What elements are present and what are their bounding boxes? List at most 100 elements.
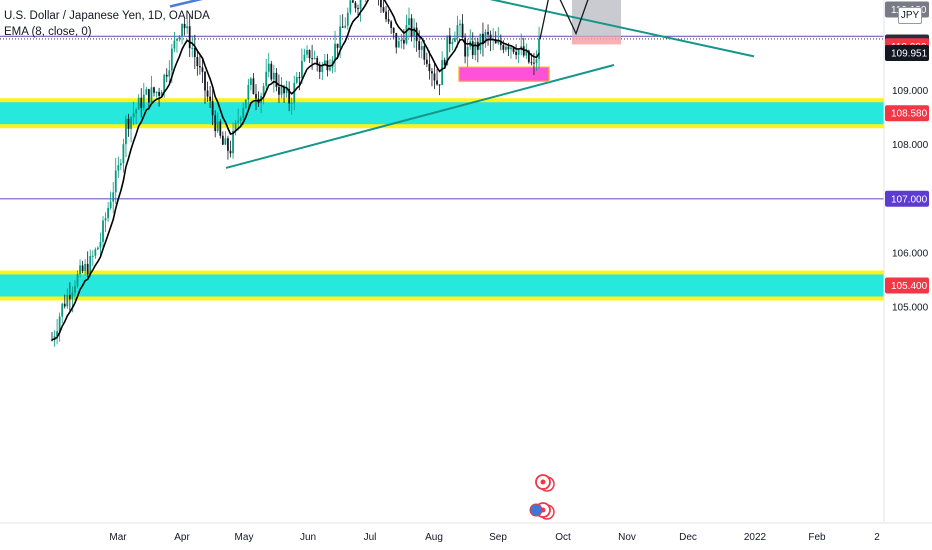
candle-body <box>403 39 405 44</box>
time-axis: Mar Apr May Jun Jul Aug Sep Oct Nov Dec 2022 Feb 2 <box>0 522 932 543</box>
x-tick-label: Aug <box>425 532 443 543</box>
candle <box>344 17 347 29</box>
candle-body <box>89 255 92 275</box>
candle <box>204 70 206 104</box>
zone-2 <box>0 274 884 297</box>
candle-body <box>466 46 469 57</box>
candle-body <box>221 135 224 145</box>
candle-body <box>188 26 191 49</box>
candle-body <box>204 71 206 91</box>
candle-body <box>86 263 89 275</box>
candle-body <box>301 60 303 78</box>
candle-body <box>454 38 456 42</box>
price-axis: 105.000106.000108.000109.000111.000112.0… <box>883 0 929 522</box>
candle <box>301 48 303 84</box>
candle <box>56 319 58 345</box>
currency-button[interactable]: JPY <box>898 7 922 24</box>
candle <box>538 26 540 69</box>
candle <box>522 37 525 58</box>
candle <box>474 37 477 61</box>
x-tick-label: Oct <box>555 532 571 543</box>
candle <box>482 22 484 57</box>
candle-body <box>178 36 181 40</box>
x-tick-label: 2022 <box>744 532 767 543</box>
candle <box>221 131 224 145</box>
candle <box>114 157 117 204</box>
candle-body <box>385 11 387 20</box>
candle <box>97 246 99 250</box>
candle <box>237 108 240 131</box>
candle-body <box>413 27 415 37</box>
x-tick-label: Feb <box>808 532 826 543</box>
candle-body <box>397 41 400 48</box>
candle-body <box>293 82 296 103</box>
candle <box>290 97 293 115</box>
candle <box>510 46 512 59</box>
candle-body <box>158 91 160 96</box>
candle-body <box>145 89 148 95</box>
candle-body <box>418 41 421 50</box>
candle-body <box>494 39 497 44</box>
candle-body <box>410 18 413 37</box>
candle <box>109 191 112 210</box>
candle <box>487 24 489 46</box>
candle-body <box>237 120 240 123</box>
event-icons[interactable] <box>529 474 555 520</box>
event-icon-dot-0 <box>540 479 546 485</box>
candle <box>308 49 311 63</box>
candle <box>66 288 69 309</box>
candle <box>79 259 81 278</box>
candle-body <box>186 26 189 29</box>
candle <box>456 15 459 48</box>
candle <box>158 87 160 107</box>
candle-body <box>512 47 515 52</box>
candle <box>405 14 408 45</box>
candle-body <box>341 26 344 28</box>
candle <box>341 14 344 28</box>
candle <box>270 60 273 82</box>
candle <box>278 74 280 104</box>
price-badge <box>885 105 929 122</box>
candle <box>390 20 393 35</box>
candle-body <box>142 94 145 108</box>
candle <box>247 78 250 108</box>
candle <box>219 119 222 139</box>
candle-body <box>408 18 410 26</box>
candle-body <box>443 60 446 66</box>
candle-body <box>415 27 418 42</box>
candle-body <box>168 70 171 77</box>
candle-body <box>387 19 390 22</box>
candle <box>150 75 153 105</box>
y-tick-label: 108.000 <box>892 140 929 151</box>
candle <box>413 18 415 49</box>
candle-body <box>538 38 540 60</box>
candle-body <box>148 89 150 103</box>
candle <box>428 50 431 80</box>
candle-body <box>489 34 492 41</box>
candle-body <box>132 113 135 118</box>
candle-body <box>441 60 444 86</box>
candle-body <box>334 43 336 61</box>
candle-body <box>137 97 140 110</box>
candle <box>382 0 385 14</box>
candle-body <box>349 0 352 13</box>
candle-body <box>533 62 535 64</box>
candle-body <box>247 84 250 100</box>
candle-body <box>165 74 168 77</box>
candle-body <box>321 64 324 73</box>
candle-body <box>252 78 255 95</box>
candle <box>505 44 507 52</box>
candle <box>86 251 89 278</box>
candle-body <box>392 27 395 33</box>
x-tick-label: Jul <box>364 532 377 543</box>
candle <box>127 113 130 137</box>
stop-box <box>572 36 621 45</box>
candle-body <box>471 41 474 56</box>
price-badge-label: 108.580 <box>891 109 928 120</box>
price-badge-label: 105.400 <box>891 281 928 292</box>
candle-body <box>135 109 138 114</box>
candle-body <box>114 170 117 193</box>
candle <box>186 19 189 34</box>
candle-body <box>459 23 461 26</box>
